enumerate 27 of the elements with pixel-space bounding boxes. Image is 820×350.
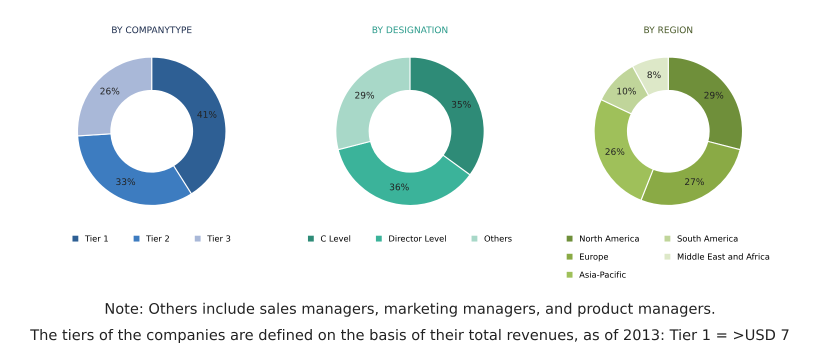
legend-label: Director Level <box>389 235 446 242</box>
legend-label: Europe <box>580 254 608 262</box>
legend-label: Others <box>484 235 512 242</box>
legend-label: Middle East and Africa <box>678 253 770 260</box>
legend-label: Asia-Pacific <box>579 271 626 278</box>
data-label: 26% <box>100 88 120 95</box>
data-label: 35% <box>452 100 471 108</box>
legend-label: Tier 3 <box>207 235 230 242</box>
data-label: 10% <box>617 88 636 95</box>
data-label: 8% <box>647 71 661 78</box>
legend-label: North America <box>580 235 639 242</box>
text: Note: Others include sales managers, marketing managers, and product managers. <box>106 302 714 317</box>
data-label: 29% <box>704 92 724 99</box>
data-label: 29% <box>355 92 374 99</box>
data-label: 33% <box>116 178 136 186</box>
data-label: 27% <box>685 178 704 186</box>
text: The tiers of the companies are defined on the basis of their total revenues, as of 2013: Tier 1 = >USD 7 <box>30 328 789 344</box>
legend-label: South America <box>678 235 738 242</box>
chart-title: BY COMPANYTYPE <box>112 26 192 34</box>
data-label: 26% <box>605 148 624 156</box>
data-label: 36% <box>390 184 409 190</box>
data-label: 41% <box>197 110 216 118</box>
chart-title: BY REGION <box>644 26 692 34</box>
chart-title: BY DESIGNATION <box>372 26 448 34</box>
legend-label: Tier 1 <box>84 235 108 242</box>
legend-label: C Level <box>320 235 350 242</box>
legend-label: Tier 2 <box>146 235 169 242</box>
